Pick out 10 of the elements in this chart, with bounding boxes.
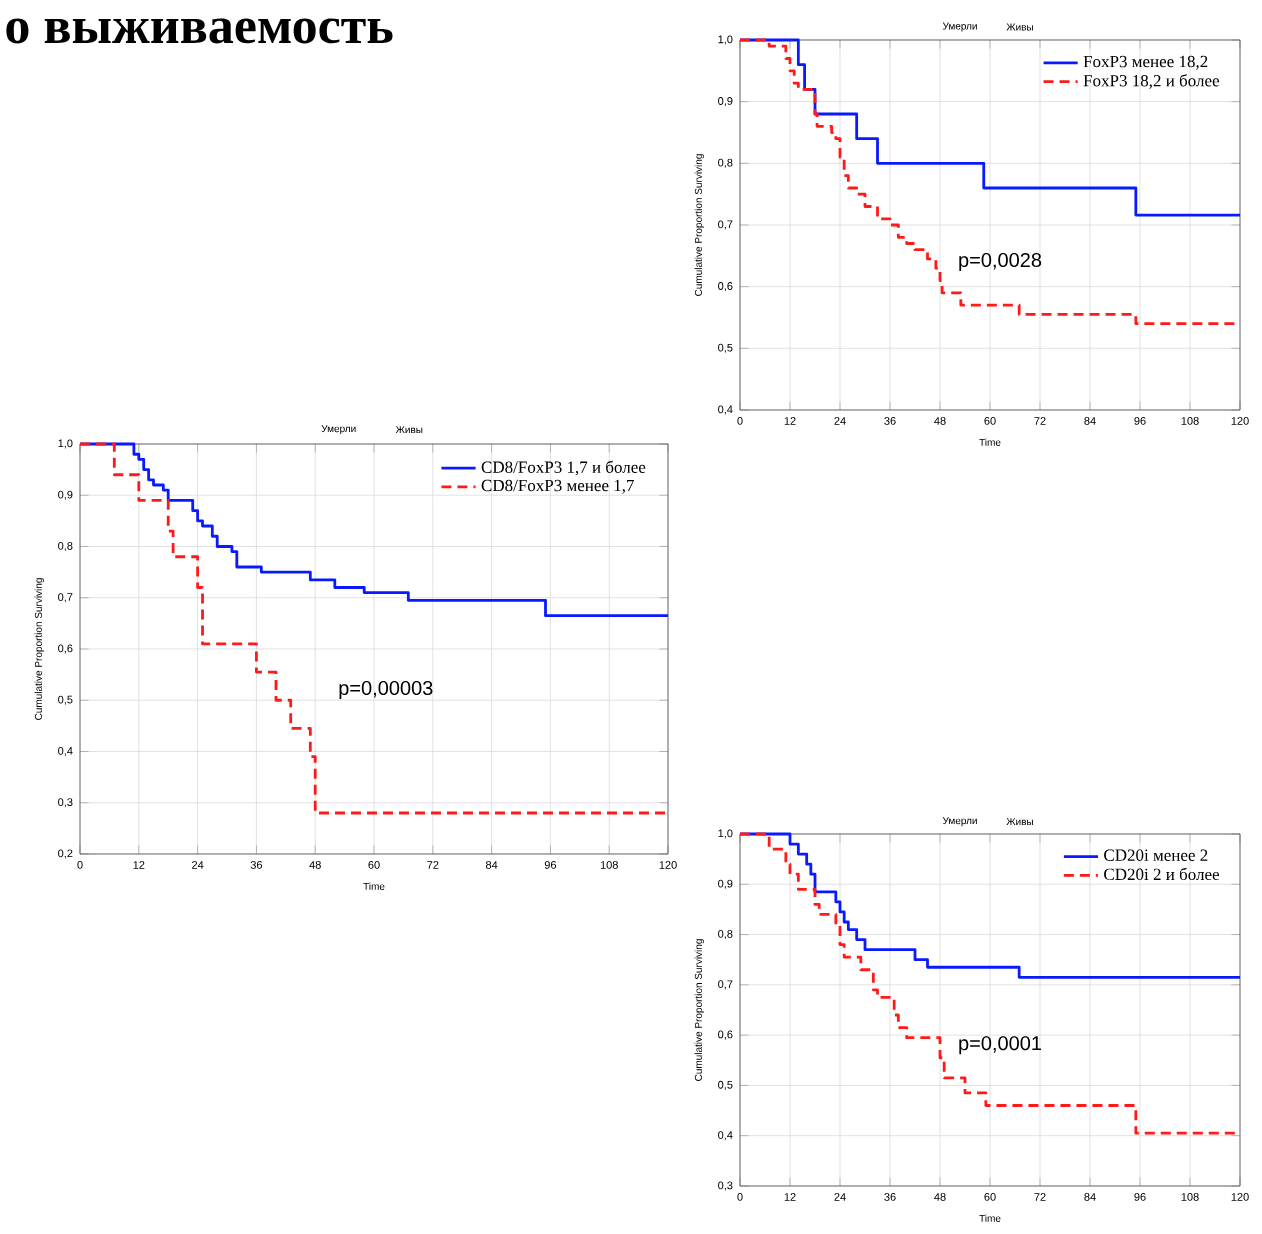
legend-label: CD8/FoxP3 1,7 и более [481,460,646,476]
legend-label: CD20i менее 2 [1104,849,1208,861]
legend-label: FoxP3 менее 18,2 [1083,55,1208,70]
annotation: p=0,00003 [339,680,433,700]
legend-label: CD8/FoxP3 менее 1,7 [481,479,634,494]
annotation: p=0,0028 [959,252,1042,272]
annotation: p=0,0001 [959,1036,1042,1055]
legend-label: CD20i 2 и более [1104,867,1220,881]
legend-label: FoxP3 18,2 и более [1083,74,1220,89]
chart-title: о выживаемость [6,18,393,44]
